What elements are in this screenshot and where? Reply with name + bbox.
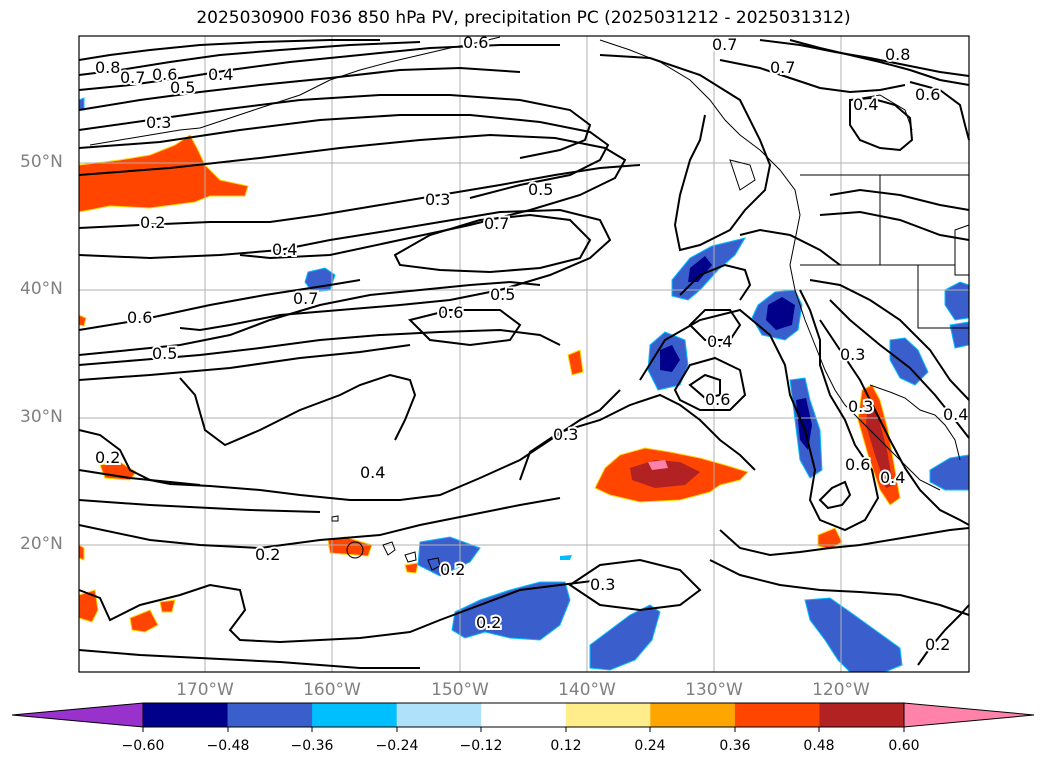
colorbar-swatch — [12, 703, 143, 727]
contour-label: 0.6 — [463, 33, 488, 52]
contour-label: 0.6 — [438, 303, 463, 322]
lon-label-120w: 120°W — [812, 680, 870, 700]
contour-label: 0.2 — [255, 545, 280, 564]
colorbar-swatch — [227, 703, 313, 727]
colorbar-label: −0.24 — [375, 738, 419, 754]
contour-label: 0.3 — [848, 397, 873, 416]
contour-label: 0.6 — [915, 85, 940, 104]
colorbar-swatch — [396, 703, 482, 727]
colorbar-swatch — [143, 703, 229, 727]
contour-label: 0.2 — [140, 213, 165, 232]
contour-label: 0.6 — [152, 65, 177, 84]
lon-label-160w: 160°W — [303, 680, 361, 700]
precip-negative-southcentral — [451, 581, 571, 641]
contour-label: 0.5 — [490, 285, 515, 304]
colorbar-label: −0.48 — [206, 738, 250, 754]
colorbar-label: 0.12 — [550, 738, 582, 754]
contour-label: 0.2 — [476, 613, 501, 632]
precip-positive-central-core — [630, 460, 700, 488]
contour-label: 0.4 — [943, 405, 968, 424]
contour-label: 0.6 — [845, 455, 870, 474]
lat-label-30n: 30°N — [20, 407, 63, 427]
colorbar-swatch — [819, 703, 905, 727]
contour-label: 0.4 — [853, 95, 878, 114]
contour-label: 0.4 — [880, 468, 905, 487]
contour-labels: 0.8 0.7 0.6 0.5 0.4 0.3 0.6 0.7 0.7 0.8 … — [93, 31, 970, 656]
colorbar-swatch — [481, 703, 567, 727]
colorbar-label: −0.36 — [290, 738, 334, 754]
contour-label: 0.3 — [590, 575, 615, 594]
colorbar-swatch — [650, 703, 736, 727]
contour-label: 0.5 — [528, 180, 553, 199]
colorbar-swatch — [565, 703, 651, 727]
colorbar-swatch — [312, 703, 398, 727]
colorbar-swatch — [904, 703, 1034, 727]
contour-label: 0.3 — [146, 113, 171, 132]
contour-label: 0.2 — [440, 560, 465, 579]
lon-label-150w: 150°W — [431, 680, 489, 700]
lat-label-40n: 40°N — [20, 279, 63, 299]
colorbar-label: −0.12 — [459, 738, 503, 754]
contour-label: 0.4 — [360, 463, 385, 482]
contour-label: 0.7 — [293, 289, 318, 308]
contour-label: 0.4 — [208, 65, 233, 84]
contour-label: 0.2 — [925, 635, 950, 654]
contour-label: 0.3 — [840, 345, 865, 364]
colorbar-label: −0.60 — [121, 738, 165, 754]
colorbar-frame — [142, 702, 905, 728]
lat-label-50n: 50°N — [20, 152, 63, 172]
contour-label: 0.4 — [272, 240, 297, 259]
page-title: 2025030900 F036 850 hPa PV, precipitatio… — [196, 8, 851, 28]
colorbar-label: 0.60 — [888, 738, 920, 754]
colorbar-ticks — [142, 727, 905, 732]
contour-label: 0.2 — [95, 448, 120, 467]
contour-label: 0.3 — [425, 190, 450, 209]
precip-positive-central-peak — [648, 460, 668, 470]
lon-label-140w: 140°W — [558, 680, 616, 700]
contour-label: 0.4 — [707, 332, 732, 351]
contour-label: 0.6 — [127, 308, 152, 327]
contour-label: 0.6 — [705, 390, 730, 409]
contour-label: 0.8 — [885, 45, 910, 64]
colorbar-label: 0.36 — [719, 738, 751, 754]
hawaii-islands — [331, 515, 441, 571]
contour-label: 0.3 — [553, 425, 578, 444]
contour-label: 0.7 — [770, 58, 795, 77]
pv-contours — [78, 39, 970, 669]
lat-label-20n: 20°N — [20, 534, 63, 554]
colorbar-label: 0.48 — [803, 738, 835, 754]
contour-label: 0.7 — [712, 35, 737, 54]
contour-label: 0.7 — [120, 68, 145, 87]
colorbar-swatch — [734, 703, 820, 727]
colorbar — [12, 703, 1034, 727]
precip-positive-california-core — [866, 400, 893, 488]
contour-label: 0.7 — [484, 214, 509, 233]
colorbar-label: 0.24 — [634, 738, 666, 754]
precip-positive-west — [78, 134, 249, 213]
map-frame — [78, 35, 970, 673]
lon-label-170w: 170°W — [176, 680, 234, 700]
contour-label: 0.5 — [170, 78, 195, 97]
coastlines — [89, 36, 970, 491]
contour-label: 0.8 — [95, 58, 120, 77]
lon-label-130w: 130°W — [685, 680, 743, 700]
contour-label: 0.5 — [152, 344, 177, 363]
